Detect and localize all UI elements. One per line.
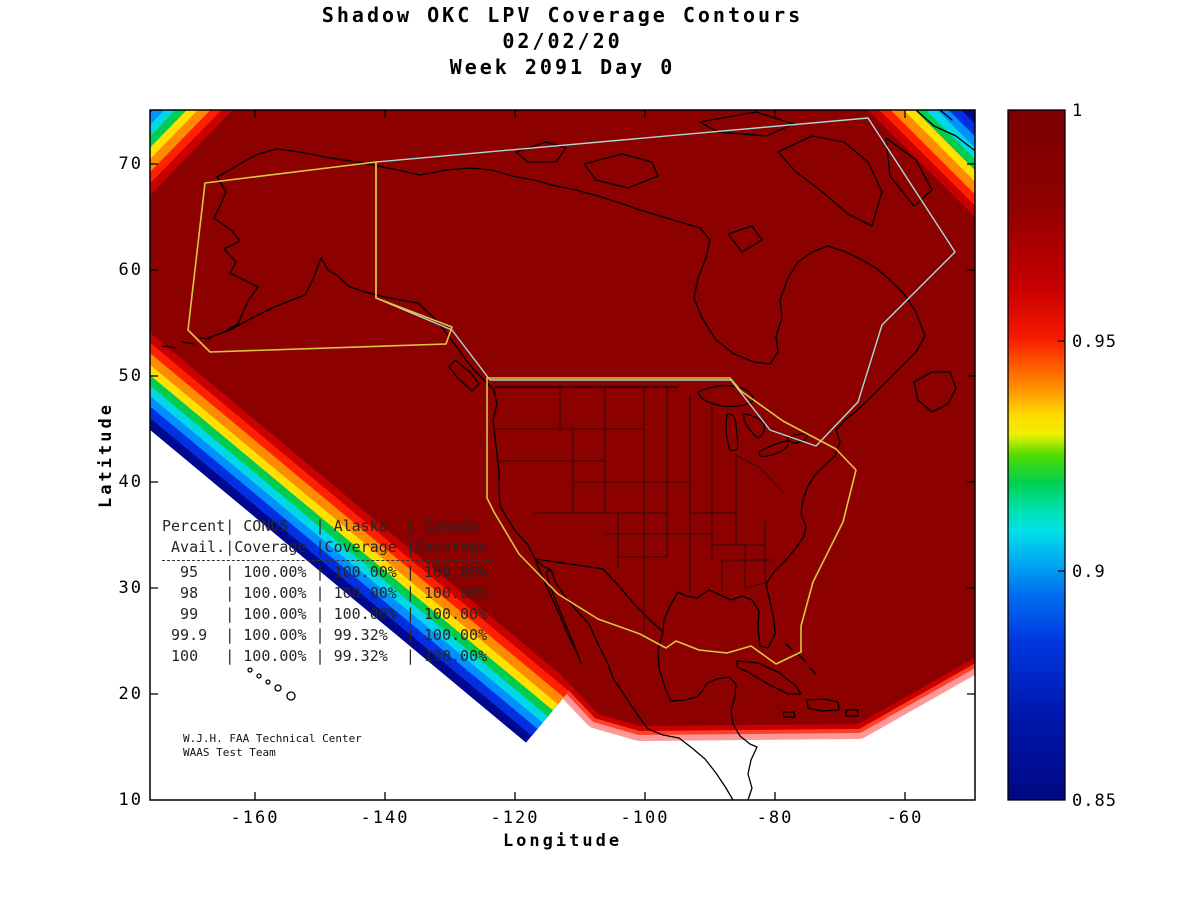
axes-frame	[149, 109, 976, 801]
x-tick-label: -100	[620, 808, 670, 828]
hawaii-island	[247, 667, 253, 673]
alaska-service-volume-outline	[187, 161, 453, 353]
y-ticks	[150, 163, 975, 695]
x-tick-label: -80	[756, 808, 794, 828]
x-tick-label: -60	[886, 808, 924, 828]
coverage-table-divider	[162, 560, 494, 561]
colorbar-tick-label: 0.9	[1072, 562, 1106, 582]
state-borders	[494, 386, 784, 634]
coverage-table: Percent| CONUS | Alaska | Canada Avail.|…	[162, 516, 494, 667]
colorbar-gradient	[1007, 109, 1066, 801]
plot-title: Shadow OKC LPV Coverage Contours	[321, 3, 804, 27]
y-tick-label: 60	[118, 260, 143, 280]
country-borders	[494, 386, 679, 633]
colorbar	[1007, 109, 1066, 801]
credit-line-1: W.J.H. FAA Technical Center	[183, 732, 362, 745]
x-tick-label: -160	[230, 808, 280, 828]
credit-block: W.J.H. FAA Technical Center WAAS Test Te…	[183, 732, 362, 760]
x-ticks	[254, 110, 906, 800]
x-tick-label: -140	[360, 808, 410, 828]
great-lakes	[697, 385, 808, 458]
coverage-table-header: Percent| CONUS | Alaska | Canada	[162, 517, 479, 535]
y-tick-label: 40	[118, 472, 143, 492]
hawaii-island	[256, 673, 262, 679]
coverage-table-row: 99 | 100.00% | 100.00% | 100.00%	[162, 605, 488, 623]
coastline-pacific	[207, 148, 734, 800]
plot-week-day: Week 2091 Day 0	[449, 55, 676, 79]
coverage-table-row: 98 | 100.00% | 100.00% | 100.00%	[162, 584, 488, 602]
y-tick-label: 70	[118, 154, 143, 174]
y-tick-label: 20	[118, 684, 143, 704]
hawaii-island	[286, 691, 296, 701]
coverage-table-row: 100 | 100.00% | 99.32% | 100.00%	[162, 647, 488, 665]
hawaii-island	[274, 684, 282, 692]
colorbar-tick-label: 0.85	[1072, 791, 1117, 811]
canada-service-volume-outline	[375, 117, 956, 447]
coastline-arctic-atlantic-gulf	[276, 148, 926, 800]
plot-date: 02/02/20	[502, 29, 623, 53]
x-axis-label: Longitude	[502, 831, 623, 851]
credit-line-2: WAAS Test Team	[183, 746, 276, 759]
hawaii-island	[265, 679, 271, 685]
coverage-region-fill	[150, 110, 975, 726]
x-tick-label: -120	[490, 808, 540, 828]
service-volume-outlines	[187, 117, 956, 665]
coverage-table-subheader: Avail.|Coverage |Coverage |Coverage	[162, 538, 488, 556]
y-tick-label: 50	[118, 366, 143, 386]
coastlines	[161, 110, 975, 800]
colorbar-ticks	[1058, 340, 1065, 572]
islands	[161, 110, 975, 718]
y-tick-label: 10	[118, 790, 143, 810]
conus-service-volume-outline	[486, 377, 857, 665]
plot-frame	[149, 109, 976, 801]
coverage-table-row: 95 | 100.00% | 100.00% | 100.00%	[162, 563, 488, 581]
coverage-table-row: 99.9 | 100.00% | 99.32% | 100.00%	[162, 626, 488, 644]
colorbar-tick-label: 0.95	[1072, 332, 1117, 352]
y-tick-label: 30	[118, 578, 143, 598]
colorbar-tick-label: 1	[1072, 101, 1084, 121]
y-axis-label: Latitude	[96, 402, 116, 508]
